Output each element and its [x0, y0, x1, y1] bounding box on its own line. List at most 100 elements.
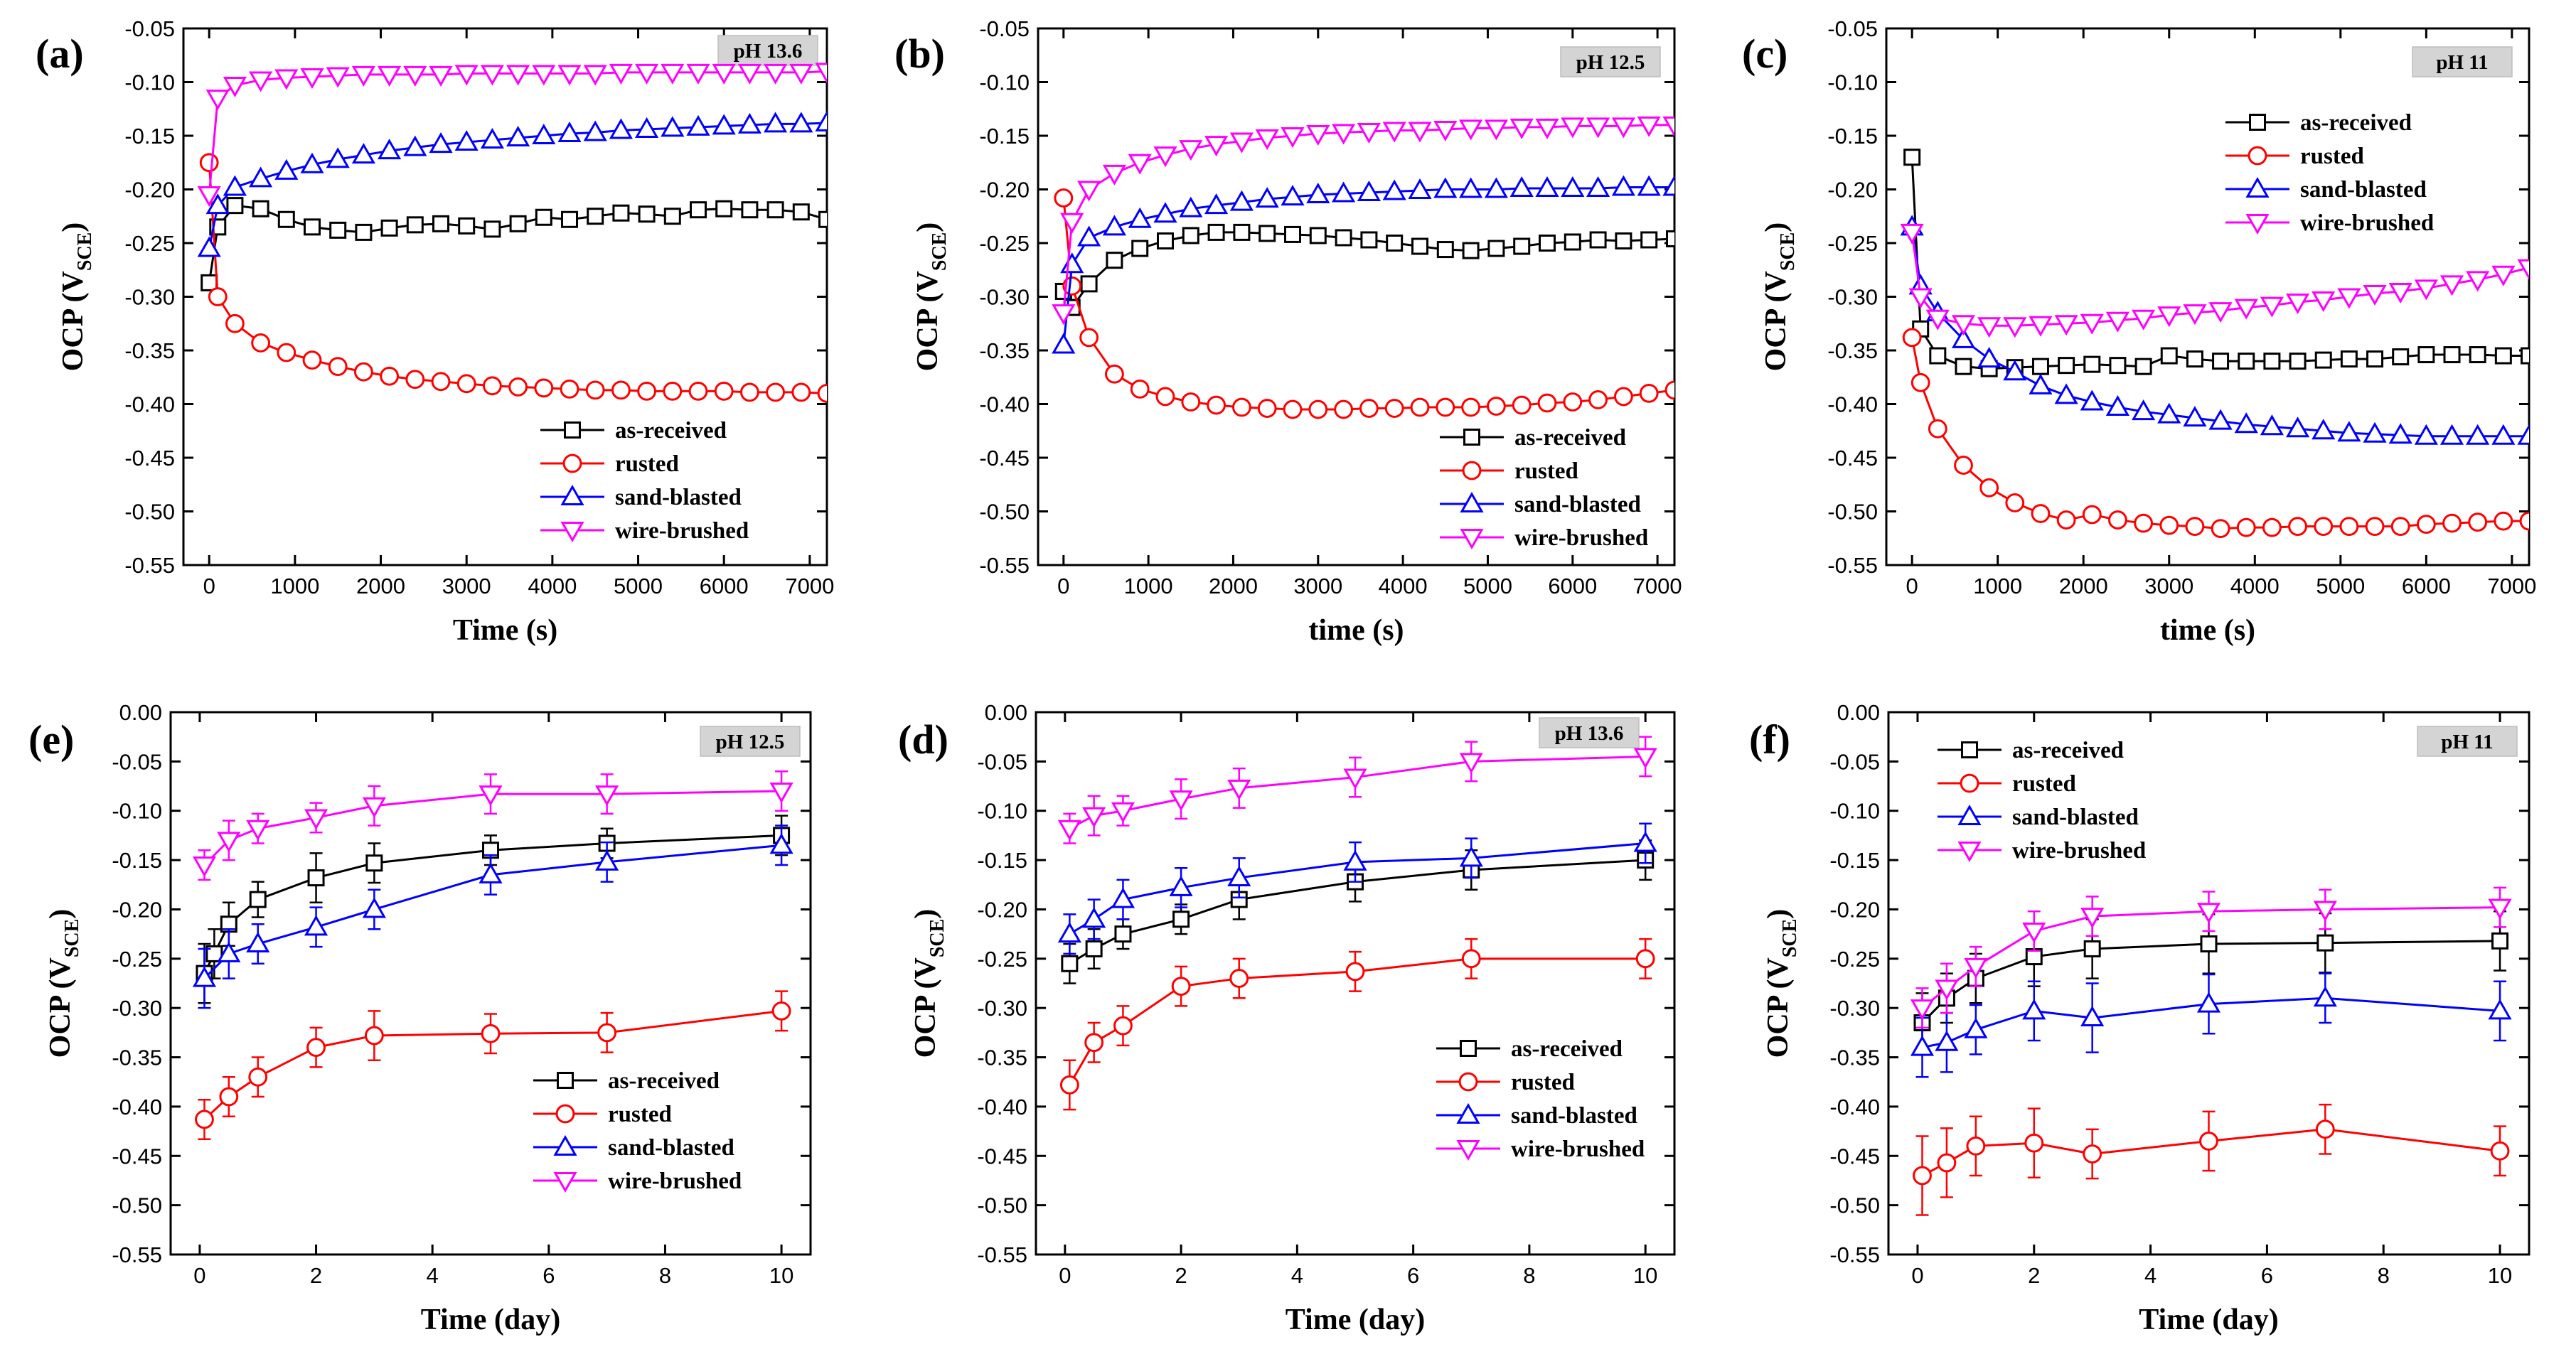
y-tick-label: -0.35	[1829, 1046, 1880, 1070]
x-tick-label: 2	[310, 1263, 322, 1288]
data-point	[2196, 992, 2221, 1013]
legend-marker	[2249, 114, 2266, 131]
data-point	[2208, 302, 2233, 323]
x-tick-label: 4000	[2230, 574, 2280, 598]
data-point	[1509, 118, 1534, 139]
data-point	[1172, 910, 1190, 928]
data-point	[1512, 395, 1532, 415]
y-tick-label: -0.25	[979, 231, 1030, 256]
data-point	[2159, 515, 2179, 535]
data-point	[2491, 932, 2509, 950]
data-point	[2490, 1141, 2510, 1161]
y-axis-label: OCP (VSCE)	[44, 909, 83, 1058]
data-point	[2080, 1006, 2105, 1027]
y-tick-label: 0.00	[119, 700, 162, 725]
legend-item: sand-blasted	[540, 484, 742, 510]
data-point	[2488, 898, 2512, 920]
data-point	[481, 1023, 501, 1043]
data-point	[1130, 379, 1150, 399]
panel-label: (e)	[28, 716, 74, 763]
data-point	[595, 785, 619, 807]
data-point	[249, 71, 273, 92]
data-point	[2160, 347, 2178, 365]
data-point	[1561, 176, 1585, 197]
x-tick-label: 0	[1059, 1263, 1071, 1288]
y-axis-label: OCP (VSCE)	[57, 222, 96, 372]
legend: as-received rusted sand-blasted wire-brushe…	[1938, 738, 2146, 864]
data-point	[1588, 390, 1608, 409]
data-point	[663, 208, 681, 225]
data-point	[246, 931, 270, 953]
legend-marker	[553, 1172, 577, 1193]
series-as-received	[1903, 149, 2529, 377]
data-point	[532, 65, 556, 86]
x-tick-label: 2000	[356, 574, 405, 598]
data-point	[306, 1038, 326, 1058]
series-rusted	[199, 153, 827, 403]
x-tick-label: 8	[2378, 1263, 2390, 1288]
data-point	[1436, 241, 1454, 259]
x-tick-label: 7000	[1633, 574, 1682, 598]
x-tick-label: 2	[1175, 1263, 1187, 1288]
data-point	[1229, 190, 1254, 211]
data-point	[1157, 232, 1174, 249]
data-point	[1182, 227, 1199, 245]
data-point	[479, 862, 503, 883]
ph-badge-label: pH 13.6	[734, 40, 803, 63]
data-point	[1169, 790, 1193, 812]
data-point	[1966, 1137, 1986, 1156]
data-point	[249, 891, 267, 908]
data-point	[1281, 127, 1305, 149]
series-rusted	[1913, 1103, 2510, 1216]
y-tick-label: -0.45	[1827, 446, 1878, 471]
series-sand-blasted	[1910, 972, 2512, 1078]
y-tick-label: -0.55	[1827, 553, 1878, 578]
data-point	[2262, 517, 2282, 537]
data-point	[1640, 231, 1658, 249]
data-point	[326, 147, 350, 168]
data-point	[506, 125, 530, 147]
data-point	[1611, 175, 1635, 196]
data-point	[611, 380, 631, 400]
data-point	[2196, 903, 2221, 924]
ph-badge-label: pH 11	[2436, 51, 2488, 74]
legend-label: sand-blasted	[2300, 177, 2427, 203]
data-point	[2236, 517, 2256, 537]
data-point	[1059, 1075, 1079, 1095]
series-sand-blasted	[1052, 175, 1674, 354]
legend-marker	[1462, 461, 1482, 480]
legend-label: as-received	[1511, 1036, 1623, 1062]
data-point	[1111, 802, 1135, 823]
data-point	[431, 372, 451, 392]
data-point	[1611, 117, 1635, 139]
legend-item: as-received	[2225, 110, 2412, 136]
data-point	[1635, 949, 1655, 969]
data-point	[1410, 397, 1430, 417]
series-wire-brushed	[1057, 736, 1657, 844]
x-tick-label: 0	[1057, 574, 1069, 598]
data-point	[1171, 977, 1191, 996]
y-axis-label: OCP (VSCE)	[1762, 909, 1801, 1058]
y-axis-label: OCP (VSCE)	[1760, 222, 1799, 372]
data-point	[815, 110, 827, 131]
data-point	[1633, 748, 1657, 769]
y-tick-label: -0.40	[1829, 1095, 1880, 1119]
y-tick-label: 0.00	[985, 700, 1027, 725]
data-point	[1509, 176, 1534, 197]
data-point	[535, 208, 552, 226]
data-point	[1964, 1017, 1988, 1038]
data-point	[1360, 231, 1378, 249]
data-point	[2314, 351, 2332, 369]
legend-label: rusted	[2300, 144, 2364, 169]
x-tick-label: 8	[1523, 1263, 1535, 1288]
series-as-received	[1061, 839, 1655, 984]
legend-label: sand-blasted	[1511, 1103, 1637, 1129]
data-point	[2029, 373, 2053, 394]
data-point	[1258, 225, 1276, 242]
data-point	[1913, 1166, 1932, 1186]
data-point	[2185, 517, 2205, 537]
data-point	[480, 65, 504, 86]
data-point	[1113, 1016, 1133, 1036]
data-point	[715, 200, 733, 217]
y-tick-label: -0.25	[1827, 231, 1878, 256]
